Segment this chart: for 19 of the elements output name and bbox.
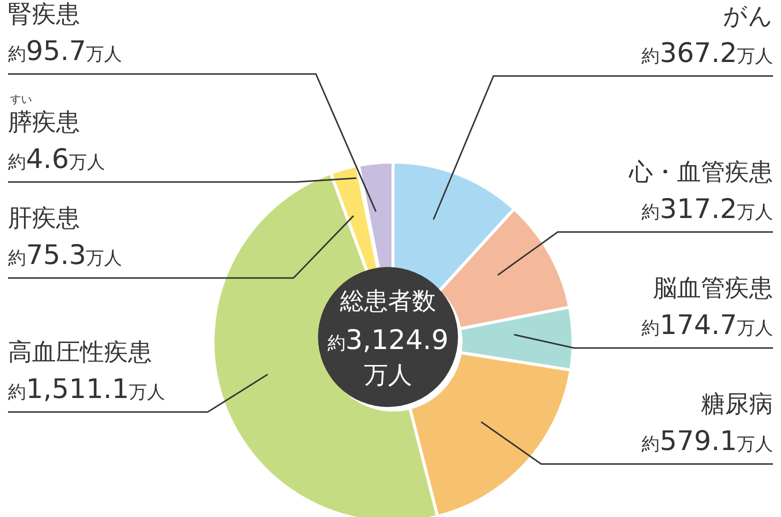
slice-label: 脳血管疾患 bbox=[653, 274, 773, 302]
data-label: 約95.7万人 bbox=[8, 36, 122, 67]
text: すい bbox=[10, 93, 32, 106]
data-label: 約1,511.1万人 bbox=[8, 374, 166, 405]
data-label: 約317.2万人 bbox=[642, 194, 773, 225]
slice-label: 心・血管疾患 bbox=[628, 158, 773, 186]
data-label: 約174.7万人 bbox=[642, 310, 773, 341]
data-label: 約367.2万人 bbox=[642, 38, 773, 69]
slice-label: 糖尿病 bbox=[701, 390, 773, 418]
data-label: 約4.6万人 bbox=[8, 144, 105, 175]
text: 総患者数 bbox=[339, 287, 436, 315]
slice-label: 膵疾患 bbox=[8, 108, 80, 136]
slice-label: 腎疾患 bbox=[8, 0, 80, 28]
slice-label: がん bbox=[723, 2, 773, 30]
data-label: 約579.1万人 bbox=[642, 426, 773, 457]
slice-label: 肝疾患 bbox=[8, 204, 80, 232]
slice-label: 高血圧性疾患 bbox=[8, 338, 152, 366]
text: 約3,124.9万人 bbox=[327, 325, 449, 389]
data-label: 約75.3万人 bbox=[8, 240, 122, 271]
